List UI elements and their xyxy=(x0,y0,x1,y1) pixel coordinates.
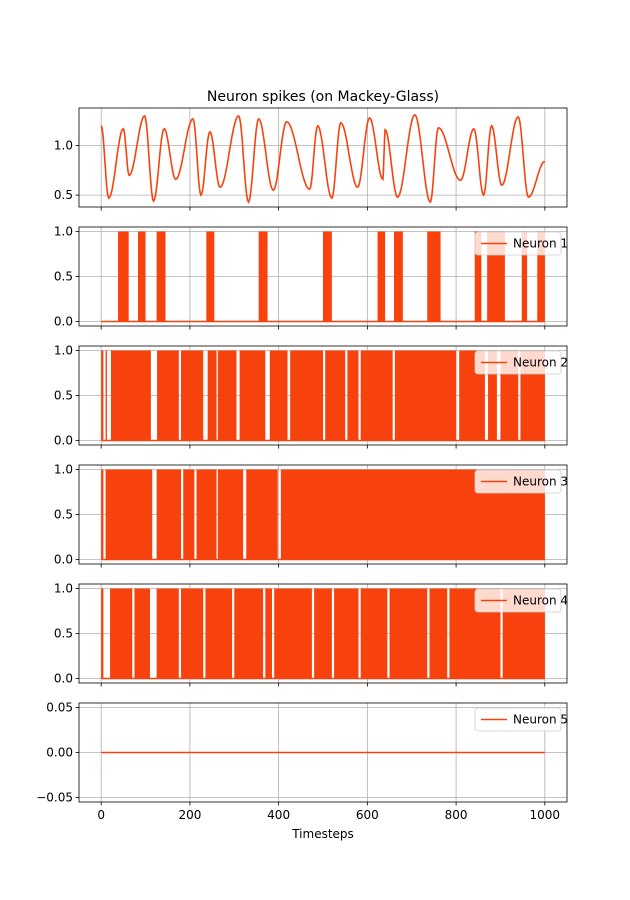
y-tick-label: 0.05 xyxy=(46,701,73,715)
panel-frame xyxy=(78,107,568,208)
spike-burst xyxy=(217,350,237,441)
x-axis-label: Timesteps xyxy=(291,827,354,841)
spike-burst xyxy=(393,231,403,322)
spike-burst xyxy=(265,588,272,679)
y-tick-label: 0.5 xyxy=(54,389,73,403)
spike-burst xyxy=(360,350,393,441)
spike-burst xyxy=(138,231,146,322)
spike-burst xyxy=(325,350,346,441)
spike-burst xyxy=(101,469,104,560)
spike-burst xyxy=(110,588,133,679)
x-tick-label: 200 xyxy=(178,808,201,822)
x-tick-label: 800 xyxy=(445,808,468,822)
spike-burst xyxy=(181,350,204,441)
spike-burst xyxy=(234,588,264,679)
y-tick-label: 1.0 xyxy=(54,344,73,358)
spike-burst xyxy=(157,350,179,441)
spike-burst xyxy=(239,350,266,441)
legend-box xyxy=(474,588,562,613)
y-tick-label: 0.0 xyxy=(54,315,73,329)
panel-frame xyxy=(78,702,568,803)
panel-frame xyxy=(78,345,568,446)
spike-burst xyxy=(269,350,288,441)
spike-burst xyxy=(207,350,217,441)
spike-burst xyxy=(246,469,278,560)
spike-burst xyxy=(427,231,441,322)
spike-burst xyxy=(156,588,179,679)
spike-burst xyxy=(183,469,195,560)
spike-burst xyxy=(105,469,153,560)
y-tick-label: 1.0 xyxy=(54,139,73,153)
y-tick-label: 0.0 xyxy=(54,672,73,686)
spike-burst xyxy=(274,588,312,679)
spike-burst xyxy=(314,588,332,679)
y-tick-label: 0.5 xyxy=(54,508,73,522)
spike-burst xyxy=(205,588,233,679)
spike-burst xyxy=(258,231,268,322)
y-tick-label: 0.5 xyxy=(54,270,73,284)
spike-burst xyxy=(181,588,204,679)
y-tick-label: 0.0 xyxy=(54,434,73,448)
spike-burst xyxy=(389,588,428,679)
legend-box xyxy=(474,469,562,494)
spike-burst xyxy=(217,469,244,560)
spike-burst xyxy=(360,588,388,679)
spike-burst xyxy=(347,350,359,441)
spike-burst xyxy=(429,588,448,679)
spike-burst xyxy=(488,350,497,441)
legend-label: Neuron 5 xyxy=(513,713,568,727)
spike-burst xyxy=(290,350,323,441)
spike-burst xyxy=(206,231,215,322)
legend-label: Neuron 3 xyxy=(513,475,568,489)
spike-burst xyxy=(196,469,217,560)
x-tick-label: 1000 xyxy=(530,808,561,822)
x-tick-label: 600 xyxy=(356,808,379,822)
y-tick-label: 0.00 xyxy=(46,746,73,760)
y-tick-label: 1.0 xyxy=(54,463,73,477)
spike-burst xyxy=(394,350,457,441)
legend-box xyxy=(474,231,562,256)
y-tick-label: 0.0 xyxy=(54,553,73,567)
spike-burst xyxy=(105,350,107,441)
mackey-glass-series xyxy=(100,113,545,204)
x-tick-label: 400 xyxy=(267,808,290,822)
spike-burst xyxy=(323,231,332,322)
spike-burst xyxy=(101,350,104,441)
y-tick-label: 0.5 xyxy=(54,188,73,202)
y-tick-label: 1.0 xyxy=(54,582,73,596)
y-tick-label: 1.0 xyxy=(54,225,73,239)
x-tick-label: 0 xyxy=(97,808,105,822)
spike-burst xyxy=(334,588,359,679)
legend-box xyxy=(474,707,562,732)
spike-burst xyxy=(537,231,545,322)
legend-label: Neuron 4 xyxy=(513,594,568,608)
spike-burst xyxy=(156,469,182,560)
legend-label: Neuron 1 xyxy=(513,237,568,251)
spike-burst xyxy=(110,350,151,441)
spike-burst xyxy=(118,231,129,322)
y-tick-label: −0.05 xyxy=(36,791,73,805)
panel-frame xyxy=(78,583,568,684)
spike-burst xyxy=(521,231,528,322)
spike-burst xyxy=(156,231,166,322)
panel-frame xyxy=(78,226,568,327)
spike-burst xyxy=(377,231,386,322)
panel-frame xyxy=(78,464,568,565)
chart-title: Neuron spikes (on Mackey-Glass) xyxy=(207,89,439,105)
y-tick-label: 0.5 xyxy=(54,627,73,641)
spike-burst xyxy=(101,588,104,679)
legend-label: Neuron 2 xyxy=(513,356,568,370)
legend-box xyxy=(474,350,562,375)
spike-burst xyxy=(474,231,482,322)
spike-burst xyxy=(134,588,150,679)
